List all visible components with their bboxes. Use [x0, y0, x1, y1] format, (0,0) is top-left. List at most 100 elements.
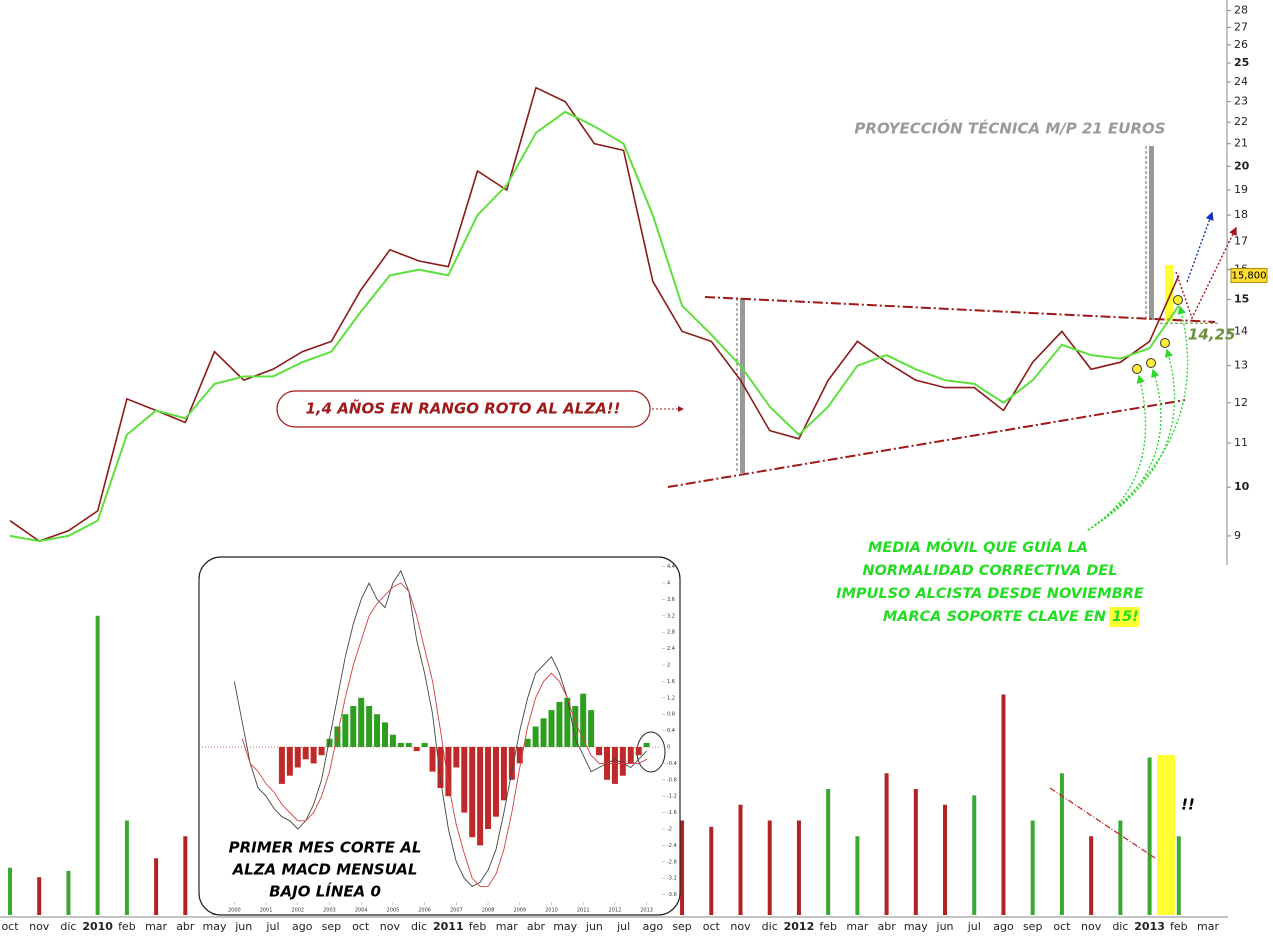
x-tick-label: mar	[846, 920, 868, 933]
histogram-bar	[532, 726, 539, 747]
histogram-bar	[374, 714, 381, 747]
histogram-bar	[635, 747, 642, 756]
inset-y-tick-label: 1.6	[667, 679, 675, 685]
ma-arrow	[1087, 368, 1162, 531]
x-tick-label: may	[553, 920, 577, 933]
volume-bar	[1118, 820, 1123, 915]
x-tick-label: mar	[496, 920, 518, 933]
projection-bar	[1149, 146, 1154, 320]
x-tick-label: abr	[877, 920, 896, 933]
x-tick-label: jul	[967, 920, 981, 933]
histogram-bar	[508, 747, 515, 780]
inset-y-tick-label: -1.2	[667, 794, 677, 800]
inset-y-tick-label: 2.8	[667, 630, 675, 636]
histogram-bar	[477, 747, 484, 846]
histogram-bar	[358, 697, 365, 747]
price-panel	[9, 86, 1218, 543]
histogram-bar	[588, 710, 595, 747]
x-tick-label: may	[904, 920, 928, 933]
inset-note: ALZA MACD MENSUAL	[232, 861, 418, 879]
volume-bar	[1147, 757, 1152, 915]
histogram-bar	[548, 710, 555, 747]
volume-trend	[1049, 787, 1156, 859]
note-block: MEDIA MÓVIL QUE GUÍA LA NORMALIDAD CORRE…	[836, 538, 1144, 627]
volume-bar	[680, 820, 685, 915]
histogram-bar	[413, 747, 420, 752]
inset-y-tick-label: 2	[667, 663, 670, 669]
histogram-bar	[556, 701, 563, 747]
note-line: NORMALIDAD CORRECTIVA DEL	[862, 563, 1117, 579]
volume-bar	[37, 877, 42, 915]
volume-bar	[124, 820, 129, 915]
inset-y-tick-label: 2.4	[667, 646, 675, 652]
x-tick-label: oct	[352, 920, 370, 933]
histogram-bar	[389, 734, 396, 747]
inset-y-tick-label: 1.2	[667, 695, 675, 701]
x-tick-label: mar	[1197, 920, 1219, 933]
price-line	[9, 86, 1180, 542]
x-tick-label: abr	[527, 920, 546, 933]
x-tick-label: nov	[380, 920, 401, 933]
inset-x-tick-label: 2012	[609, 908, 622, 914]
histogram-bar	[461, 747, 468, 813]
volume-bar	[884, 773, 889, 915]
histogram-bar	[619, 747, 626, 776]
pullback-arrow	[1175, 226, 1237, 320]
volume-bar	[1030, 820, 1035, 915]
histogram-bar	[445, 747, 452, 797]
volume-bar	[8, 867, 12, 915]
inset-x-tick-label: 2000	[228, 908, 241, 914]
range-box	[276, 390, 651, 428]
last-price-box	[1230, 267, 1268, 283]
histogram-bar	[469, 747, 476, 838]
note-highlight-bg	[1109, 607, 1139, 627]
x-tick-label: oct	[1053, 920, 1071, 933]
y-tick-label: 14	[1234, 324, 1248, 337]
x-tick-label: 2013	[1134, 920, 1165, 933]
volume-highlight	[1157, 755, 1175, 915]
inset-x-tick-label: 2007	[450, 908, 463, 914]
histogram-bar	[453, 747, 460, 768]
x-tick-label: abr	[176, 920, 195, 933]
inset-x-tick-label: 2005	[387, 908, 400, 914]
y-tick-label: 13	[1234, 359, 1248, 372]
x-tick-label: nov	[730, 920, 751, 933]
x-tick-label: mar	[145, 920, 167, 933]
inset-y-tick-label: 0.8	[667, 712, 675, 718]
histogram-bar	[564, 697, 571, 747]
x-tick-label: dic	[1112, 920, 1128, 933]
x-tick-label: feb	[469, 920, 487, 933]
y-tick-label: 9	[1234, 529, 1241, 542]
volume-bar	[154, 858, 159, 915]
volume-bar	[913, 789, 918, 915]
touch-points	[1132, 295, 1183, 374]
y-tick-label: 23	[1234, 95, 1248, 108]
y-tick-label: 22	[1234, 115, 1248, 128]
inset-x-tick-label: 2002	[291, 908, 304, 914]
histogram-bar	[421, 742, 428, 747]
x-tick-label: dic	[60, 920, 76, 933]
x-tick-label: dic	[762, 920, 778, 933]
touch-point	[1146, 358, 1156, 368]
histogram-bar	[627, 747, 634, 764]
note-line: MEDIA MÓVIL QUE GUÍA LA	[868, 538, 1088, 556]
volume-bar	[1059, 773, 1064, 915]
inset-x-tick-label: 2004	[355, 908, 368, 914]
histogram-bar	[492, 747, 499, 817]
volume-bar	[943, 804, 948, 915]
x-tick-label: oct	[703, 920, 721, 933]
x-tick-label: nov	[29, 920, 50, 933]
range-note: 1,4 AÑOS EN RANGO ROTO AL ALZA!!	[306, 399, 621, 418]
x-tick-label: nov	[1081, 920, 1102, 933]
histogram-bar	[302, 747, 309, 760]
arrows	[1087, 211, 1237, 531]
inset-y-tick-label: 4	[667, 581, 670, 587]
inset-y-tick-label: -0.4	[667, 761, 677, 767]
x-tick-label: jun	[585, 920, 603, 933]
histogram-bar	[516, 747, 523, 764]
inset-y-tick-label: -2.8	[667, 859, 677, 865]
histogram-bar	[429, 747, 436, 772]
inset-y-tick-label: 0	[667, 745, 670, 751]
inset-x-tick-label: 2006	[418, 908, 431, 914]
